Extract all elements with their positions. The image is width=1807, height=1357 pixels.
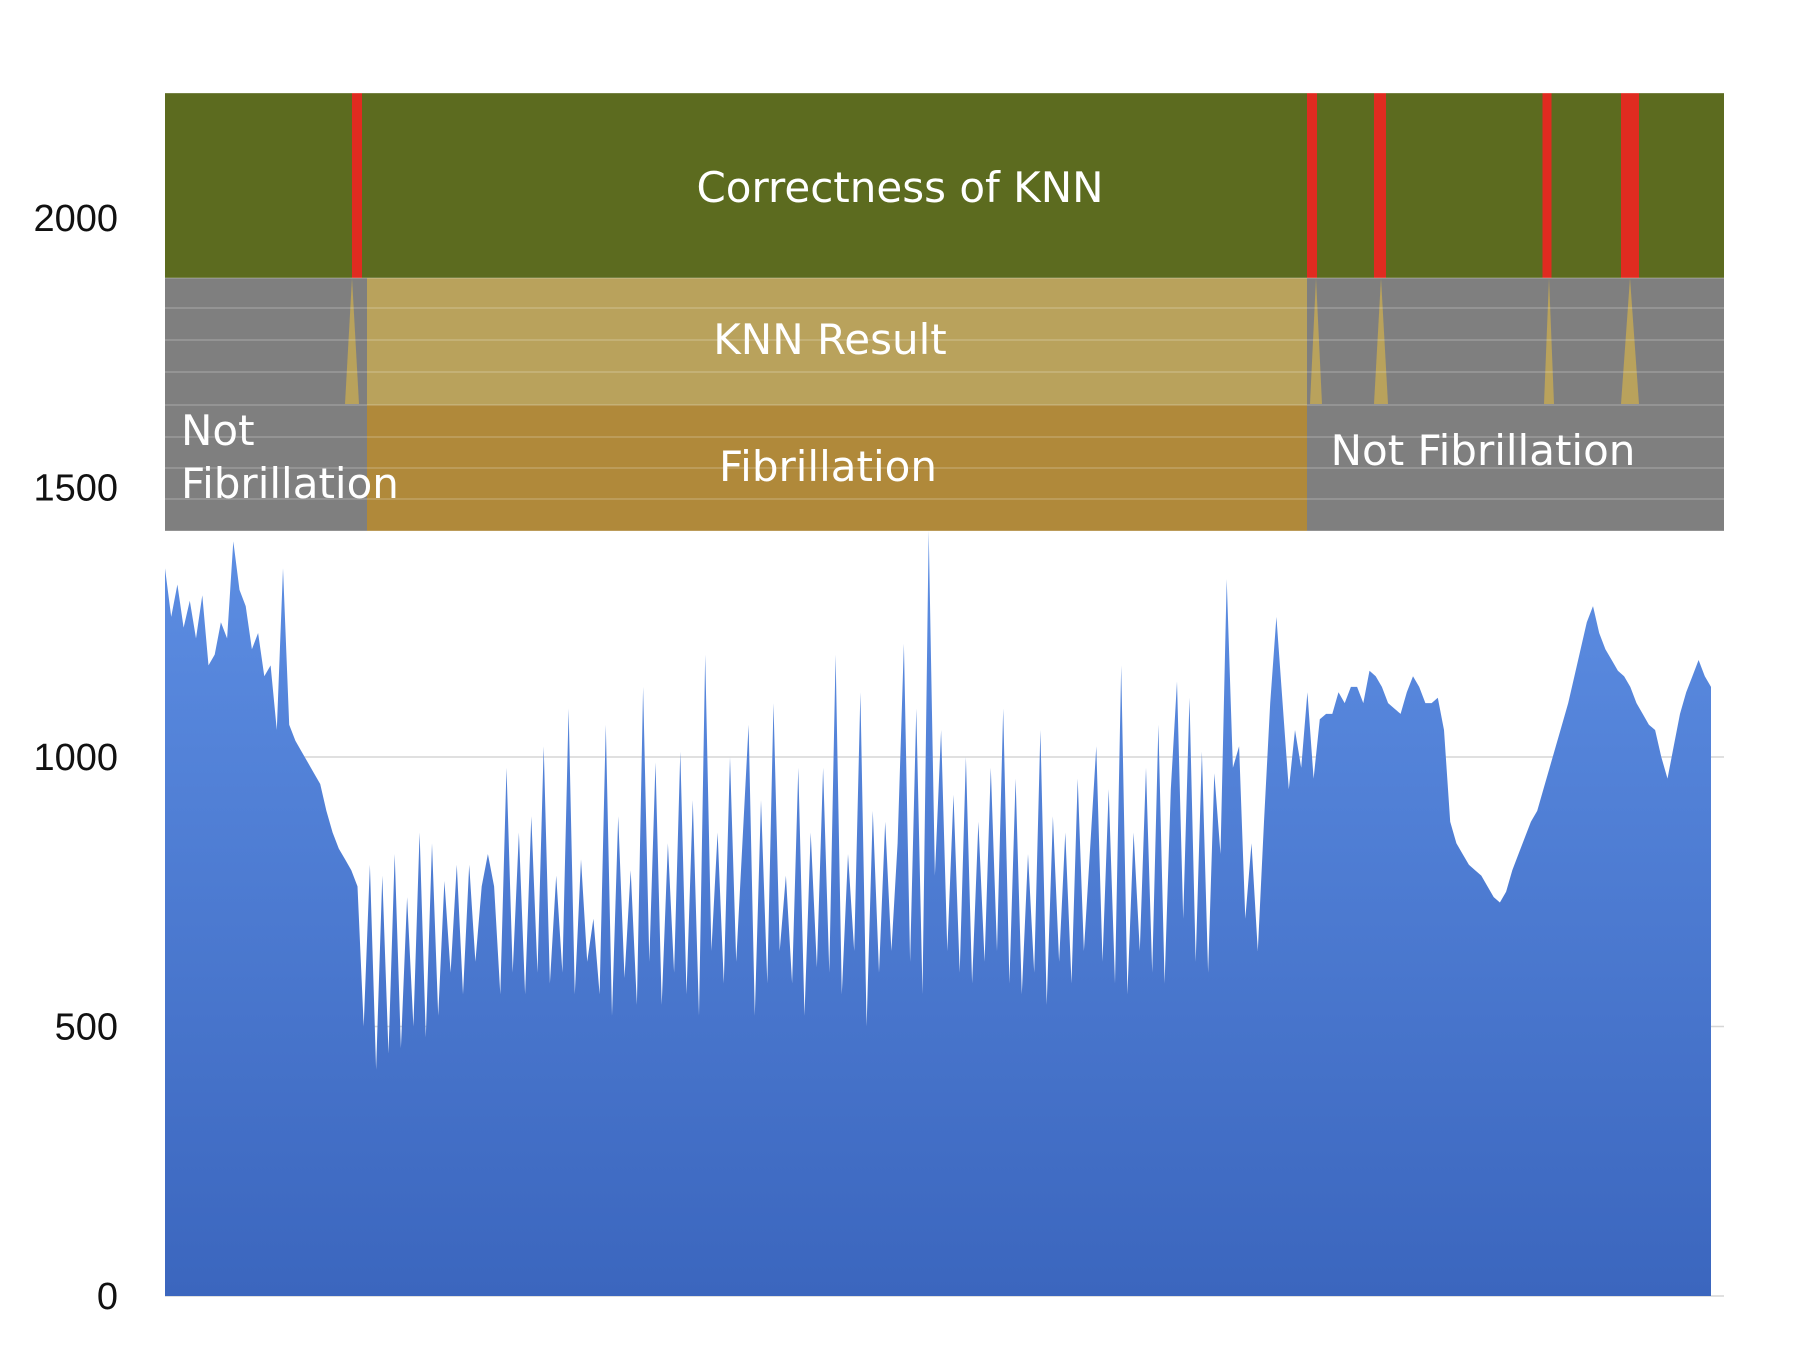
- band-not-fibrillation-right: [1307, 405, 1724, 531]
- y-tick-label: 1000: [33, 737, 118, 779]
- band-correctness: [165, 93, 1724, 278]
- error-markers: [352, 93, 1639, 278]
- knn-spike: [1374, 278, 1388, 404]
- error-marker: [352, 93, 362, 278]
- y-tick-label: 2000: [33, 198, 118, 240]
- knn-spike: [1544, 278, 1554, 404]
- band-label-not-fibrillation-left-line1: Not: [181, 406, 255, 455]
- band-fibrillation: [367, 405, 1307, 531]
- band-separator-lines: [165, 92, 1724, 532]
- band-label-not-fibrillation-right: Not Fibrillation: [1331, 426, 1636, 475]
- band-label-correctness: Correctness of KNN: [696, 163, 1103, 212]
- y-tick-label: 1500: [33, 468, 118, 510]
- knn-spike: [1310, 278, 1322, 404]
- band-row-correctness: [165, 93, 1724, 278]
- band-knn-result: [367, 278, 1307, 405]
- knn-result-spikes: [345, 278, 1639, 404]
- y-tick-label: 500: [55, 1007, 118, 1049]
- series-area: [165, 530, 1711, 1296]
- y-tick-label: 0: [97, 1276, 118, 1318]
- band-label-not-fibrillation-left-line2: Fibrillation: [181, 459, 399, 508]
- error-marker: [1621, 93, 1639, 278]
- knn-spike: [345, 278, 359, 404]
- knn-spike: [1621, 278, 1639, 404]
- band-label-not-fibrillation-left: Not Fibrillation: [181, 406, 399, 508]
- y-axis-ticks: 0 500 1000 1500 2000: [33, 198, 118, 1318]
- error-marker: [1542, 93, 1552, 278]
- band-row-ground-truth: [165, 405, 1724, 531]
- error-marker: [1374, 93, 1386, 278]
- error-marker: [1307, 93, 1317, 278]
- band-not-fibrillation-left: [165, 405, 367, 531]
- band-label-fibrillation: Fibrillation: [719, 442, 937, 491]
- band-label-knn-result: KNN Result: [713, 315, 947, 364]
- band-row-knn-result: [165, 278, 1724, 405]
